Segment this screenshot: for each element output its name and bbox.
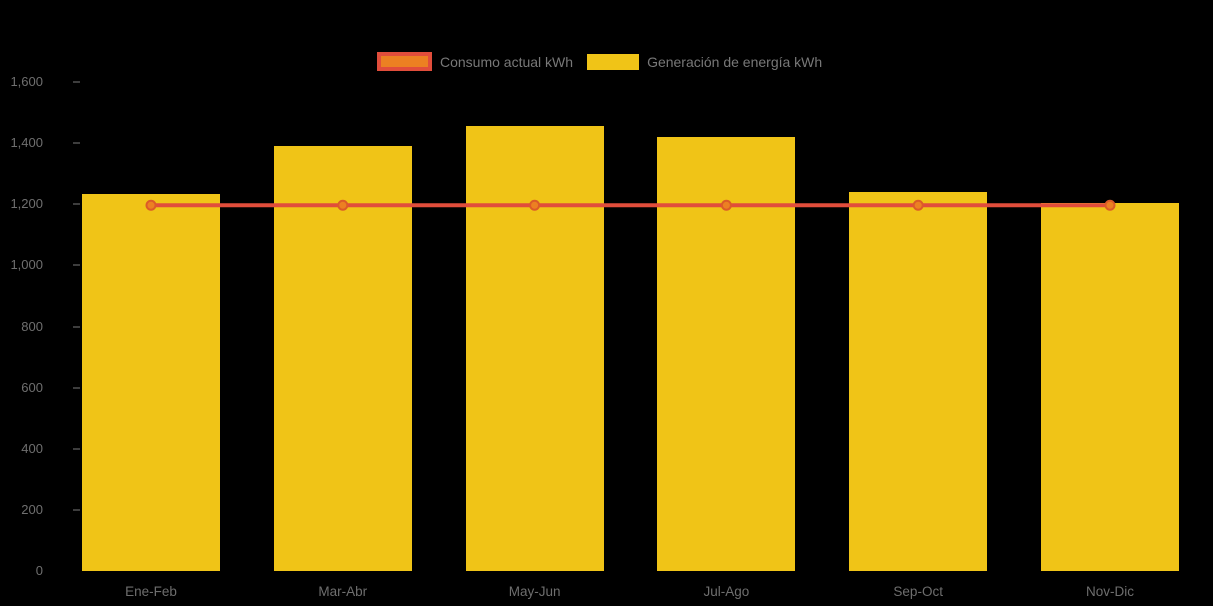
legend-item-consumo-actual[interactable]: Consumo actual kWh: [377, 52, 573, 71]
legend-bar-swatch-icon: [587, 53, 640, 70]
x-axis-label-nov-dic: Nov-Dic: [1085, 584, 1134, 599]
generation-bar-mar-abr[interactable]: [273, 146, 412, 571]
legend-line-swatch-icon: [377, 52, 432, 71]
y-axis-tick-label: 1,600: [10, 74, 43, 89]
generation-bar-nov-dic[interactable]: [1041, 202, 1179, 571]
y-axis-tick-mark: [73, 264, 80, 267]
y-axis-tick-label: 1,200: [10, 196, 43, 212]
legend-item-generacion-energia[interactable]: Generación de energía kWh: [587, 53, 823, 70]
y-axis-tick-label: 1,000: [10, 257, 43, 273]
x-axis-label-sep-oct: Sep-Oct: [893, 584, 943, 599]
y-axis-tick-mark: [73, 142, 80, 145]
x-axis-label-may-jun: May-Jun: [508, 584, 561, 599]
x-axis-label-ene-feb: Ene-Feb: [125, 584, 177, 599]
y-axis-tick-mark: [73, 508, 80, 511]
y-axis-tick-label: 600: [21, 379, 43, 395]
y-axis-tick-mark: [73, 203, 80, 206]
chart-legend: Consumo actual kWh Generación de energía…: [377, 52, 822, 71]
legend-label-generacion-energia: Generación de energía kWh: [647, 53, 823, 70]
generation-bar-ene-feb[interactable]: [82, 193, 220, 571]
y-axis-tick-label: 1,400: [10, 135, 43, 151]
y-axis-tick-mark: [73, 386, 80, 389]
x-axis-label-mar-abr: Mar-Abr: [318, 584, 368, 599]
generation-bar-may-jun[interactable]: [465, 126, 604, 571]
y-axis-tick-mark: [73, 325, 80, 328]
y-axis-tick-label: 200: [21, 501, 43, 517]
x-axis-label-jul-ago: Jul-Ago: [703, 584, 750, 599]
y-axis-tick-label: 400: [21, 440, 43, 456]
generation-bar-sep-oct[interactable]: [849, 192, 988, 571]
generation-bar-jul-ago[interactable]: [657, 137, 796, 571]
y-axis-tick-mark: [73, 447, 80, 450]
legend-label-consumo-actual: Consumo actual kWh: [440, 53, 574, 70]
y-axis-tick-label: 800: [21, 318, 43, 334]
y-axis-tick-label: 0: [35, 563, 43, 578]
y-axis-tick-mark: [73, 81, 80, 83]
